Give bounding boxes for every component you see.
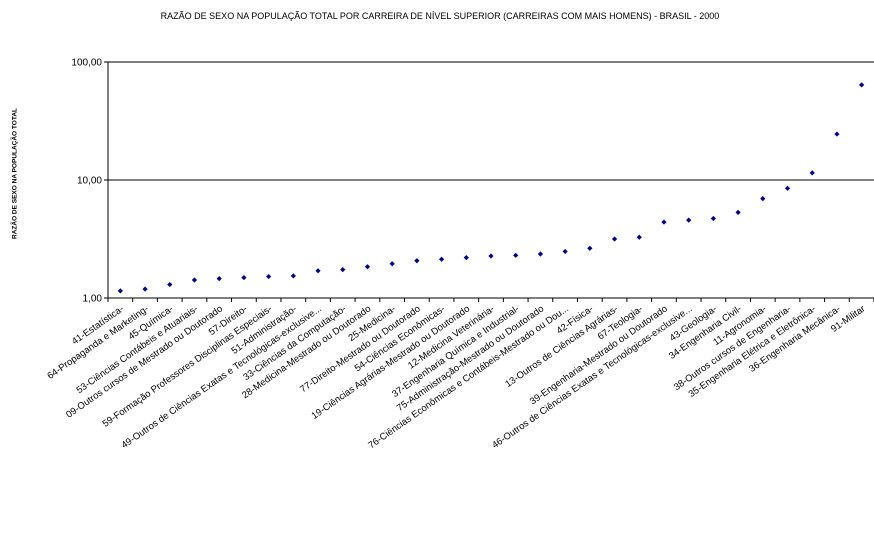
- data-point: [587, 245, 593, 251]
- data-point: [438, 256, 445, 262]
- data-point: [340, 267, 346, 273]
- data-point: [167, 281, 173, 288]
- data-point: [784, 185, 791, 191]
- data-point: [364, 264, 371, 270]
- data-point: [117, 288, 123, 294]
- data-point: [562, 248, 568, 255]
- data-point: [389, 261, 395, 267]
- data-point: [735, 209, 741, 215]
- data-point: [686, 217, 692, 223]
- y-tick-label: 1,00: [83, 294, 103, 305]
- chart-title: RAZÃO DE SEXO NA POPULAÇÃO TOTAL POR CAR…: [160, 11, 720, 21]
- data-point: [142, 286, 148, 292]
- data-point: [760, 196, 766, 202]
- data-point: [537, 251, 544, 257]
- data-point: [513, 252, 519, 258]
- data-point: [216, 276, 222, 282]
- data-point: [834, 131, 840, 137]
- data-point: [241, 274, 247, 281]
- data-point: [315, 268, 321, 274]
- y-tick-label: 10,00: [77, 176, 102, 187]
- data-point: [809, 170, 815, 176]
- data-point: [266, 273, 272, 280]
- data-point: [661, 219, 667, 225]
- y-tick-label: 100,00: [71, 58, 102, 69]
- data-point: [191, 277, 198, 283]
- data-point: [414, 258, 420, 264]
- data-point: [488, 253, 494, 259]
- data-point: [710, 215, 716, 222]
- data-point: [290, 273, 296, 279]
- data-point: [463, 254, 469, 261]
- data-point: [636, 234, 642, 240]
- data-point: [611, 236, 618, 242]
- data-point: [859, 82, 865, 88]
